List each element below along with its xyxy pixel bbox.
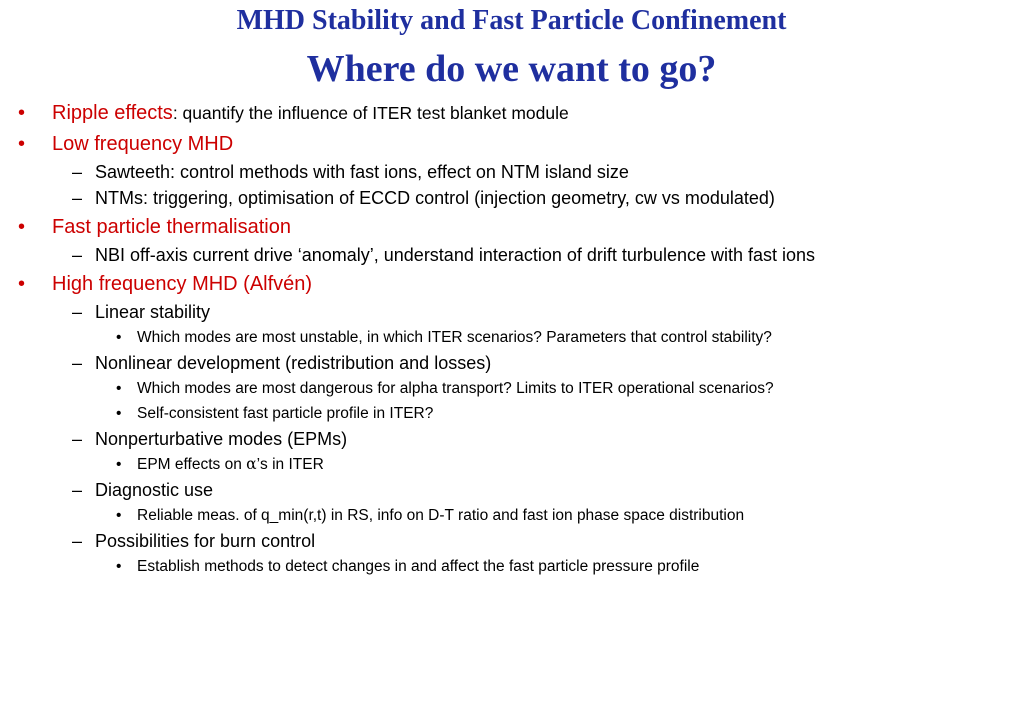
sub-sub-item-text: EPM effects on α’s in ITER bbox=[137, 455, 324, 473]
small-bullet-icon: • bbox=[116, 456, 122, 473]
bullet-dot-icon: • bbox=[18, 273, 26, 295]
sub-sub-item: • Self-consistent fast particle profile … bbox=[0, 403, 1023, 424]
sub-item-diagnostic-use: – Diagnostic use bbox=[0, 479, 1023, 501]
sub-sub-item-text: Which modes are most dangerous for alpha… bbox=[137, 380, 774, 397]
sub-item-text: NTMs: triggering, optimisation of ECCD c… bbox=[95, 188, 775, 208]
sub-item-text: NBI off-axis current drive ‘anomaly’, un… bbox=[95, 245, 816, 265]
bullet-heading: High frequency MHD (Alfvén) bbox=[52, 273, 313, 295]
dash-icon: – bbox=[72, 353, 83, 373]
sub-item-ntms: – NTMs: triggering, optimisation of ECCD… bbox=[0, 187, 1023, 209]
text-part: EPM effects on bbox=[137, 456, 247, 473]
bullet-dot-icon: • bbox=[18, 216, 26, 238]
small-bullet-icon: • bbox=[116, 380, 122, 397]
sub-sub-item-text: Which modes are most unstable, in which … bbox=[137, 329, 772, 346]
sub-sub-item: • Reliable meas. of q_min(r,t) in RS, in… bbox=[0, 505, 1023, 526]
sub-item-text: Nonlinear development (redistribution an… bbox=[95, 353, 492, 373]
sub-sub-item: • Establish methods to detect changes in… bbox=[0, 556, 1023, 577]
small-bullet-icon: • bbox=[116, 507, 122, 524]
small-bullet-icon: • bbox=[116, 329, 122, 346]
sub-item-text: Possibilities for burn control bbox=[95, 531, 316, 551]
bullet-heading: Fast particle thermalisation bbox=[52, 216, 291, 238]
slide-title: MHD Stability and Fast Particle Confinem… bbox=[236, 5, 787, 36]
sub-sub-item-text: Establish methods to detect changes in a… bbox=[137, 558, 700, 575]
dash-icon: – bbox=[72, 302, 83, 322]
sub-sub-item-text: Reliable meas. of q_min(r,t) in RS, info… bbox=[137, 507, 745, 524]
sub-sub-item: • Which modes are most dangerous for alp… bbox=[0, 378, 1023, 399]
bullet-heading: Low frequency MHD bbox=[52, 133, 234, 155]
sub-item-sawteeth: – Sawteeth: control methods with fast io… bbox=[0, 161, 1023, 183]
dash-icon: – bbox=[72, 531, 83, 551]
sub-item-nonperturbative-modes: – Nonperturbative modes (EPMs) bbox=[0, 428, 1023, 450]
sub-item-linear-stability: – Linear stability bbox=[0, 301, 1023, 323]
sub-item-nbi: – NBI off-axis current drive ‘anomaly’, … bbox=[0, 244, 1023, 266]
sub-item-text: Sawteeth: control methods with fast ions… bbox=[95, 162, 629, 182]
sub-sub-item: • EPM effects on α’s in ITER bbox=[0, 454, 1023, 475]
slide-subtitle: Where do we want to go? bbox=[306, 48, 717, 90]
alpha-symbol: α bbox=[246, 455, 257, 473]
dash-icon: – bbox=[72, 480, 83, 500]
sub-sub-item-text: Self-consistent fast particle profile in… bbox=[137, 405, 434, 422]
bullet-list: • Ripple effects: quantify the influence… bbox=[0, 97, 1023, 577]
text-part: ’s in ITER bbox=[256, 456, 324, 473]
dash-icon: – bbox=[72, 188, 83, 208]
bullet-dot-icon: • bbox=[18, 102, 26, 124]
dash-icon: – bbox=[72, 162, 83, 182]
bullet-text: : quantify the influence of ITER test bl… bbox=[172, 103, 569, 123]
sub-item-nonlinear-development: – Nonlinear development (redistribution … bbox=[0, 352, 1023, 374]
sub-item-text: Diagnostic use bbox=[95, 480, 214, 500]
small-bullet-icon: • bbox=[116, 405, 122, 422]
bullet-dot-icon: • bbox=[18, 133, 26, 155]
bullet-low-frequency-mhd: • Low frequency MHD bbox=[0, 132, 1023, 157]
bullet-fast-particle-thermalisation: • Fast particle thermalisation bbox=[0, 215, 1023, 240]
sub-item-text: Nonperturbative modes (EPMs) bbox=[95, 429, 348, 449]
bullet-high-frequency-mhd: • High frequency MHD (Alfvén) bbox=[0, 272, 1023, 297]
sub-sub-item: • Which modes are most unstable, in whic… bbox=[0, 327, 1023, 348]
dash-icon: – bbox=[72, 429, 83, 449]
small-bullet-icon: • bbox=[116, 558, 122, 575]
sub-item-text: Linear stability bbox=[95, 302, 211, 322]
bullet-heading: Ripple effects bbox=[52, 102, 173, 124]
dash-icon: – bbox=[72, 245, 83, 265]
bullet-ripple-effects: • Ripple effects: quantify the influence… bbox=[0, 101, 1023, 126]
sub-item-burn-control: – Possibilities for burn control bbox=[0, 530, 1023, 552]
